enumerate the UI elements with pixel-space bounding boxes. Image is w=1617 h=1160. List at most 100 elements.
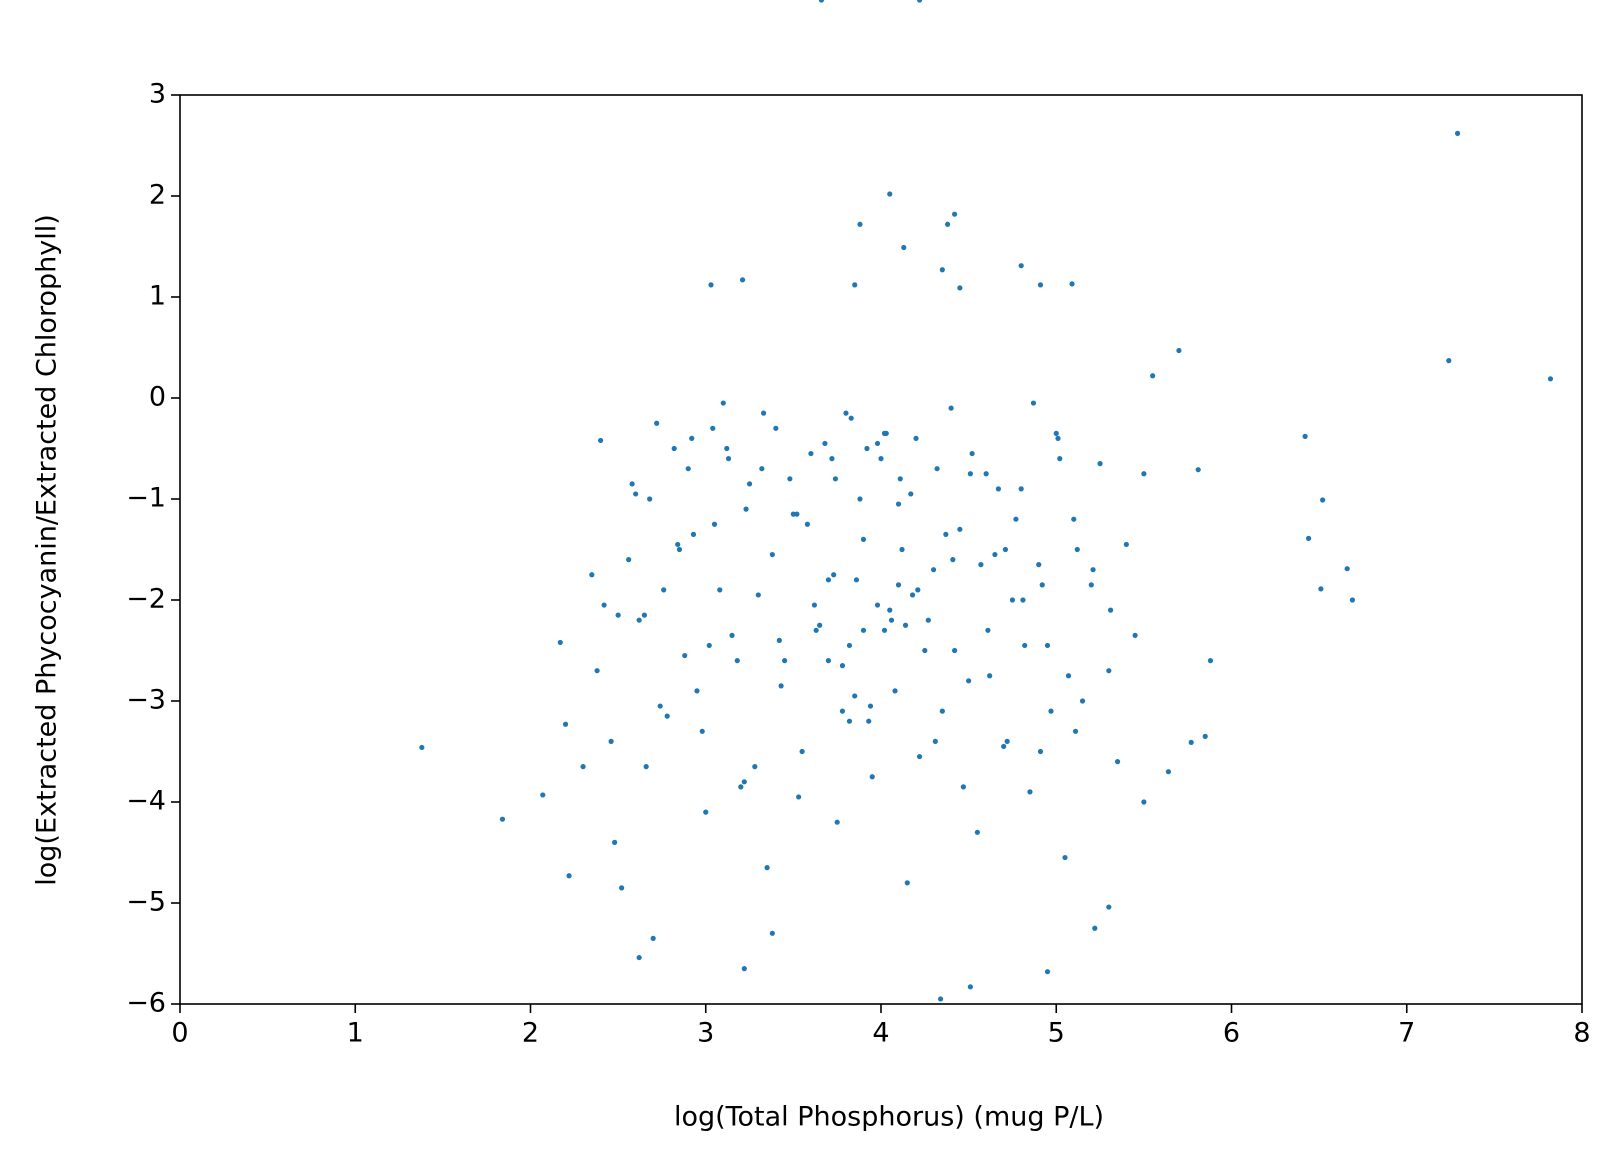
- point: [808, 450, 814, 457]
- point: [834, 819, 840, 825]
- x-tick-label: 3: [697, 1018, 714, 1049]
- point: [703, 809, 709, 815]
- y-axis-label: log(Extracted Phycocyanin/Extracted Chlo…: [32, 214, 63, 885]
- point: [499, 816, 506, 822]
- plot-frame: [179, 94, 1583, 1005]
- point: [983, 471, 989, 477]
- point: [960, 784, 966, 790]
- point: [1002, 546, 1009, 553]
- point: [717, 587, 723, 593]
- point: [922, 647, 928, 654]
- point: [967, 984, 973, 990]
- point: [948, 405, 954, 411]
- point: [934, 466, 940, 472]
- point: [711, 521, 718, 527]
- point: [1306, 535, 1312, 541]
- y-tick-label: −6: [126, 988, 166, 1019]
- point: [897, 476, 903, 482]
- point: [1065, 673, 1072, 679]
- point: [874, 440, 881, 447]
- point: [778, 683, 784, 689]
- point: [694, 688, 700, 694]
- point: [796, 794, 802, 800]
- x-tick-label: 0: [171, 1018, 188, 1049]
- point: [752, 764, 758, 770]
- point: [1088, 582, 1094, 588]
- point: [1044, 969, 1051, 975]
- point: [657, 703, 663, 709]
- point: [1302, 433, 1308, 439]
- point: [1071, 516, 1077, 522]
- point: [1132, 632, 1138, 638]
- point: [689, 435, 695, 441]
- point: [978, 562, 984, 568]
- point: [675, 541, 681, 548]
- point: [825, 577, 832, 583]
- point: [764, 865, 770, 871]
- point: [901, 244, 907, 251]
- point: [760, 410, 767, 416]
- point: [887, 607, 893, 613]
- x-tick-label: 6: [1223, 1018, 1240, 1049]
- point: [831, 572, 837, 578]
- point: [887, 191, 893, 197]
- point: [969, 450, 975, 457]
- point: [1202, 733, 1208, 739]
- point: [1106, 668, 1112, 674]
- point: [641, 612, 648, 618]
- x-tick-label: 2: [522, 1018, 539, 1049]
- point: [852, 693, 858, 699]
- point: [1106, 904, 1112, 910]
- point: [769, 551, 775, 558]
- point: [746, 481, 753, 487]
- point: [710, 425, 716, 431]
- y-tick-label: −1: [126, 483, 166, 514]
- point: [943, 531, 949, 537]
- point: [706, 642, 712, 649]
- point: [1022, 642, 1028, 649]
- point: [857, 496, 863, 502]
- point: [839, 663, 846, 669]
- point: [822, 440, 828, 447]
- y-tick-label: −3: [126, 685, 166, 716]
- point: [769, 930, 775, 936]
- point: [1020, 597, 1026, 603]
- point: [598, 437, 604, 444]
- point: [1037, 282, 1044, 288]
- point: [1018, 263, 1024, 269]
- point: [664, 713, 670, 719]
- point: [1092, 925, 1098, 931]
- point: [1446, 358, 1452, 364]
- point: [992, 551, 998, 558]
- point: [950, 557, 956, 563]
- point: [636, 954, 642, 961]
- point: [1114, 759, 1121, 765]
- point: [643, 764, 649, 770]
- point: [867, 703, 874, 709]
- point: [690, 531, 697, 537]
- point: [1030, 400, 1037, 406]
- point: [1165, 769, 1172, 775]
- point: [864, 445, 870, 452]
- point: [995, 486, 1002, 492]
- point: [799, 748, 805, 755]
- point: [1090, 567, 1096, 573]
- point: [647, 496, 653, 502]
- y-tick-label: −4: [126, 786, 166, 817]
- point: [860, 627, 867, 633]
- point: [1195, 467, 1201, 473]
- point: [1013, 516, 1019, 522]
- point: [904, 880, 910, 886]
- point: [902, 622, 909, 628]
- point: [937, 996, 944, 1002]
- point: [1207, 658, 1214, 664]
- point: [724, 445, 730, 452]
- point: [813, 627, 819, 633]
- point: [966, 678, 972, 684]
- point: [895, 582, 902, 588]
- point: [1009, 597, 1016, 603]
- point: [682, 652, 688, 659]
- point: [654, 420, 660, 426]
- point: [1044, 642, 1051, 649]
